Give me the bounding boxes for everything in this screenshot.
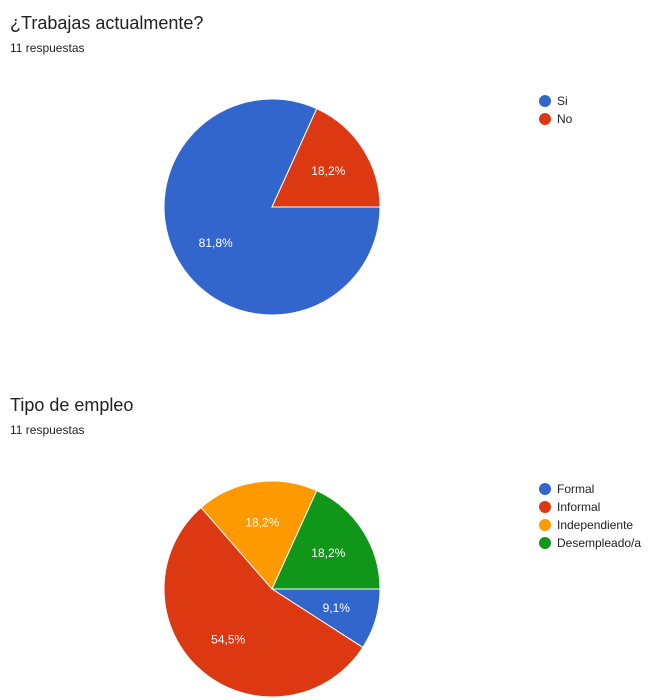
legend-swatch xyxy=(539,537,551,549)
slice-percent-label: 18,2% xyxy=(311,164,345,178)
pie-slice-informal[interactable] xyxy=(163,506,364,698)
pie-slice-no[interactable] xyxy=(271,108,381,208)
slice-percent-label: 18,2% xyxy=(245,516,279,530)
legend-swatch xyxy=(539,501,551,513)
legend-swatch xyxy=(539,113,551,125)
slice-percent-label: 54,5% xyxy=(211,633,245,647)
legend-swatch xyxy=(539,483,551,495)
chart-title: ¿Trabajas actualmente? xyxy=(10,13,204,33)
pie-chart: 81,8% 18,2% Si No xyxy=(163,94,573,316)
slice-percent-label: 9,1% xyxy=(323,601,351,615)
legend-label[interactable]: Independiente xyxy=(557,518,633,532)
slice-percent-label: 81,8% xyxy=(199,236,233,250)
pie-slice-desempleado-a[interactable] xyxy=(271,490,381,590)
chart-card-tipo-empleo: Tipo de empleo 11 respuestas 9,1% 54,5% 18… xyxy=(0,350,660,698)
pie-slice-independiente[interactable] xyxy=(200,480,318,590)
slice-percent-label: 18,2% xyxy=(311,546,345,560)
legend-label[interactable]: Desempleado/a xyxy=(557,536,641,550)
response-count: 11 respuestas xyxy=(10,423,85,437)
legend-label[interactable]: No xyxy=(557,112,573,126)
chart-card-trabajas: ¿Trabajas actualmente? 11 respuestas 81,… xyxy=(10,13,573,316)
legend-swatch xyxy=(539,519,551,531)
legend-swatch xyxy=(539,95,551,107)
pie-chart: 9,1% 54,5% 18,2% 18,2% Formal Informal Indepen… xyxy=(163,480,641,698)
legend-label[interactable]: Formal xyxy=(557,482,594,496)
response-count: 11 respuestas xyxy=(10,41,85,55)
legend-label[interactable]: Informal xyxy=(557,500,600,514)
chart-title: Tipo de empleo xyxy=(10,395,134,415)
legend-label[interactable]: Si xyxy=(557,94,568,108)
